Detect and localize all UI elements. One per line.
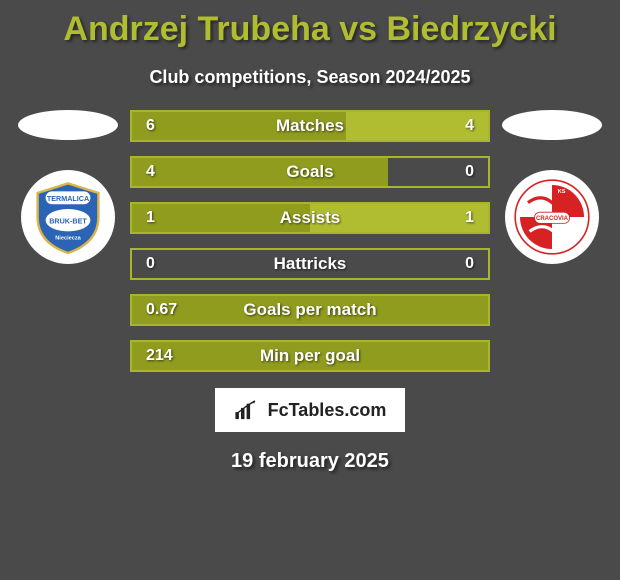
stat-value-left: 4 [146,163,155,181]
footer-brand-badge: FcTables.com [215,388,405,432]
main-area: TERMALICA BRUK-BET Nieciecza 6 4 Matches 4 0… [0,110,620,372]
stat-label: Matches [276,116,344,136]
infographic-container: Andrzej Trubeha vs Biedrzycki Club compe… [0,0,620,473]
stat-bar: 0.67 Goals per match [130,294,490,326]
left-team-col: TERMALICA BRUK-BET Nieciecza [18,110,118,264]
stat-label: Hattricks [274,254,347,274]
stat-label: Goals per match [243,300,376,320]
footer-date: 19 february 2025 [0,450,620,473]
stat-value-left: 0 [146,255,155,273]
stat-value-right: 1 [465,209,474,227]
stat-label: Goals [286,162,333,182]
fctables-icon [234,399,262,421]
stat-label: Assists [280,208,340,228]
left-team-logo: TERMALICA BRUK-BET Nieciecza [21,170,115,264]
svg-text:BRUK-BET: BRUK-BET [49,216,87,225]
svg-text:KS: KS [558,189,566,195]
stat-label: Min per goal [260,346,360,366]
termalica-logo-icon: TERMALICA BRUK-BET Nieciecza [28,177,108,257]
stat-bar: 6 4 Matches [130,110,490,142]
svg-text:CRACOVIA: CRACOVIA [536,216,569,222]
stat-value-right: 0 [465,163,474,181]
page-title: Andrzej Trubeha vs Biedrzycki [0,10,620,49]
svg-text:Nieciecza: Nieciecza [55,235,81,241]
stat-bar: 0 0 Hattricks [130,248,490,280]
stat-bar: 214 Min per goal [130,340,490,372]
stat-bar: 1 1 Assists [130,202,490,234]
stat-value-left: 214 [146,347,173,365]
svg-text:TERMALICA: TERMALICA [47,194,89,203]
stat-value-right: 0 [465,255,474,273]
stat-bars: 6 4 Matches 4 0 Goals 1 1 Assists 0 0 Hattricks 0.67… [130,110,490,372]
left-ellipse-decoration [18,110,118,140]
stat-value-right: 4 [465,117,474,135]
right-ellipse-decoration [502,110,602,140]
stat-fill-left [132,158,388,186]
footer-brand-text: FcTables.com [268,400,387,421]
right-team-col: CRACOVIA KS [502,110,602,264]
stat-value-left: 1 [146,209,155,227]
subtitle: Club competitions, Season 2024/2025 [0,67,620,88]
cracovia-logo-icon: CRACOVIA KS [512,177,592,257]
right-team-logo: CRACOVIA KS [505,170,599,264]
stat-value-left: 0.67 [146,301,177,319]
stat-bar: 4 0 Goals [130,156,490,188]
stat-value-left: 6 [146,117,155,135]
